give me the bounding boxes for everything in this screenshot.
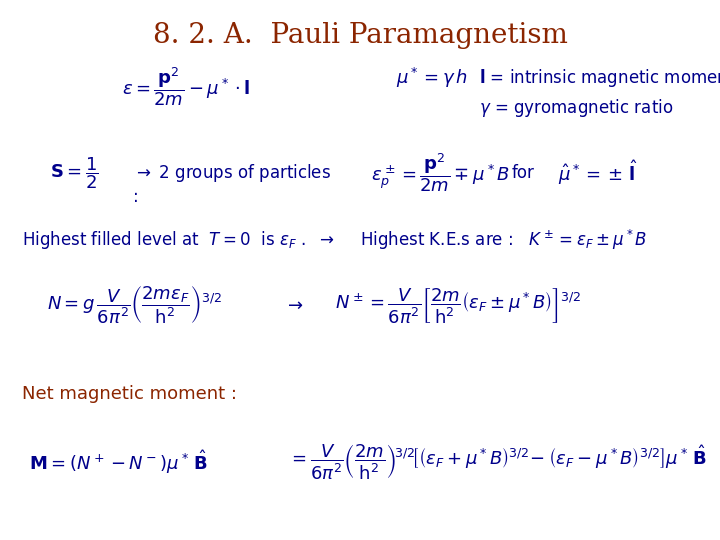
Text: $N^\pm = \dfrac{V}{6\pi^2}\left[\dfrac{2m}{\mathrm{h}^2}\left(\varepsilon_F \pm : $N^\pm = \dfrac{V}{6\pi^2}\left[\dfrac{2…	[335, 286, 581, 325]
Text: $\varepsilon = \dfrac{\mathbf{p}^2}{2m} - \mu^* \cdot \mathbf{l}$: $\varepsilon = \dfrac{\mathbf{p}^2}{2m} …	[122, 65, 251, 108]
Text: $\varepsilon_p^\pm = \dfrac{\mathbf{p}^2}{2m} \mp \mu^* B$: $\varepsilon_p^\pm = \dfrac{\mathbf{p}^2…	[371, 151, 510, 194]
Text: $\mu^* = \gamma\, h$: $\mu^* = \gamma\, h$	[396, 66, 468, 90]
Text: $\gamma$ = gyromagnetic ratio: $\gamma$ = gyromagnetic ratio	[479, 97, 673, 119]
Text: $\rightarrow$ 2 groups of particles: $\rightarrow$ 2 groups of particles	[133, 162, 331, 184]
Text: 8. 2. A.  Pauli Paramagnetism: 8. 2. A. Pauli Paramagnetism	[153, 22, 567, 49]
Text: $\rightarrow$: $\rightarrow$	[284, 296, 304, 314]
Text: Highest filled level at  $T = 0$  is $\varepsilon_F$ .  $\rightarrow$: Highest filled level at $T = 0$ is $\var…	[22, 230, 334, 251]
Text: Highest K.E.s are :   $K^\pm = \varepsilon_F \pm \mu^* B$: Highest K.E.s are : $K^\pm = \varepsilon…	[360, 228, 647, 252]
Text: $\mathbf{M} = \left(N^+ - N^-\right)\mu^*\,\hat{\mathbf{B}}$: $\mathbf{M} = \left(N^+ - N^-\right)\mu^…	[29, 448, 207, 476]
Text: $N = g\,\dfrac{V}{6\pi^2}\left(\dfrac{2m\varepsilon_F}{\mathrm{h}^2}\right)^{3/2: $N = g\,\dfrac{V}{6\pi^2}\left(\dfrac{2m…	[47, 284, 222, 326]
Text: Net magnetic moment :: Net magnetic moment :	[22, 385, 237, 403]
Text: $\hat{\mu}^* = \pm\, \hat{\mathbf{l}}$: $\hat{\mu}^* = \pm\, \hat{\mathbf{l}}$	[558, 158, 638, 187]
Text: :: :	[133, 188, 139, 206]
Text: $=\dfrac{V}{6\pi^2}\left(\dfrac{2m}{\mathrm{h}^2}\right)^{\!3/2}\!\left[\left(\v: $=\dfrac{V}{6\pi^2}\left(\dfrac{2m}{\mat…	[288, 442, 707, 481]
Text: for: for	[511, 164, 534, 182]
Text: $\mathbf{l}$ = intrinsic magnetic moment: $\mathbf{l}$ = intrinsic magnetic moment	[479, 68, 720, 89]
Text: $\mathbf{S} = \dfrac{1}{2}$: $\mathbf{S} = \dfrac{1}{2}$	[50, 155, 99, 191]
